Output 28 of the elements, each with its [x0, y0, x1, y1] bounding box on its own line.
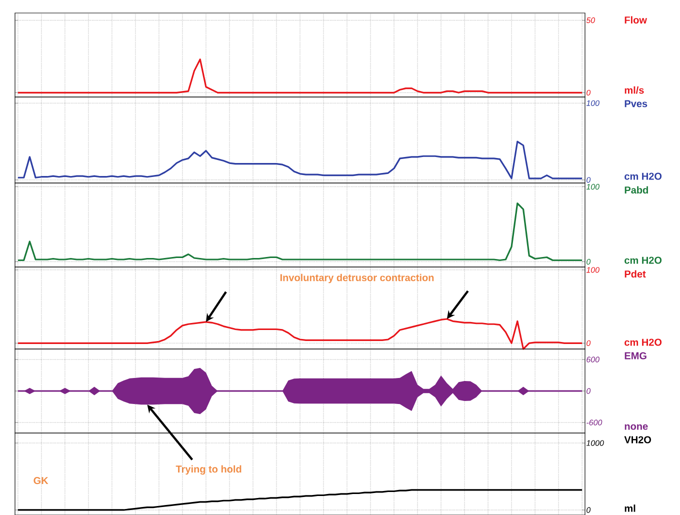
y-tick-label: -600	[586, 420, 602, 426]
annotation: GK	[34, 477, 48, 484]
y-tick-label: 1000	[586, 440, 604, 446]
annotation: Trying to hold	[176, 465, 242, 475]
y-tick-label: 100	[586, 100, 600, 106]
y-axis-title: cm H2O	[624, 172, 662, 180]
y-axis-title: ml/s	[624, 86, 644, 94]
y-axis-title: none	[624, 424, 648, 430]
text: Pdet	[624, 270, 646, 278]
y-tick-label: 0	[586, 507, 591, 513]
y-axis-title: cm H2O	[624, 256, 662, 264]
y-tick-label: 0	[586, 388, 591, 394]
text: Pves	[624, 100, 648, 108]
y-axis-title: ml	[624, 504, 636, 512]
y-tick-label: 0	[586, 340, 591, 346]
text: EMG	[624, 352, 646, 360]
y-tick-label: 600	[586, 356, 600, 362]
y-tick-label: 50	[586, 17, 596, 24]
y-tick-label: 0	[586, 258, 591, 265]
text: Flow	[624, 16, 648, 24]
y-axis-title: cm H2O	[624, 338, 662, 346]
text: Pabd	[624, 186, 648, 194]
annotation: Involuntary detrusor contraction	[280, 274, 434, 284]
y-tick-label: 0	[586, 177, 591, 183]
y-tick-label: 100	[586, 184, 600, 190]
y-tick-label: 100	[586, 267, 600, 273]
y-tick-label: 0	[586, 90, 591, 96]
text: VH2O	[624, 436, 651, 444]
